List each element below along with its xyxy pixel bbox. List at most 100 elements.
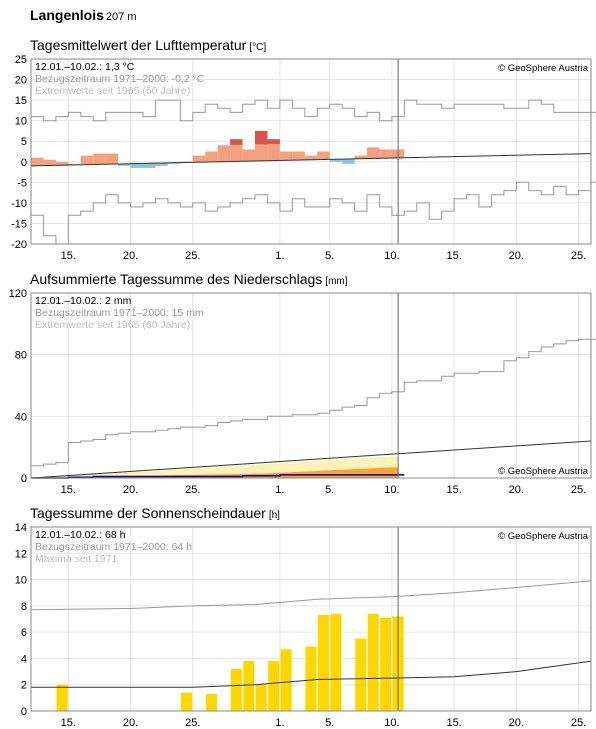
info-period-value: 12.01.–10.02.: 1,3 °C — [35, 61, 135, 73]
warm-anomaly-bar — [292, 151, 305, 160]
info-extremes-note: Extremwerte seit 1965 (60 Jahre) — [35, 85, 190, 97]
panel-title-sunshine: Tagessumme der Sonnenscheindauer [h] — [30, 505, 280, 521]
warm-anomaly-bar — [55, 161, 69, 166]
y-tick-label: 20 — [15, 75, 27, 87]
y-tick-label: 15 — [15, 95, 27, 107]
y-tick-label: 0 — [21, 473, 27, 485]
x-tick-label: 25. — [571, 484, 586, 496]
y-tick-label: 4 — [21, 653, 27, 665]
sunshine-bar — [56, 684, 68, 711]
info-reference-value: Bezugszeitraum 1971–2000: 15 mm — [35, 307, 204, 319]
x-tick-label: 15. — [446, 250, 461, 262]
info-period-value: 12.01.–10.02.: 2 mm — [35, 295, 132, 307]
sunshine-bars — [56, 613, 404, 711]
sunshine-bar — [243, 661, 255, 711]
temperature-title: Tagesmittelwert der Lufttemperatur — [30, 37, 247, 53]
station-header: Langenlois 207 m — [30, 7, 136, 23]
x-tick-label: 25. — [185, 484, 200, 496]
y-tick-label: 0 — [21, 706, 27, 718]
x-tick-label: 5. — [325, 717, 334, 729]
warm-anomaly-bar — [43, 159, 56, 166]
sunshine-bar — [367, 613, 379, 711]
copyright-credit: © GeoSphere Austria — [498, 466, 589, 477]
x-tick-label: 25. — [185, 717, 200, 729]
warm-anomaly-bar — [105, 153, 119, 165]
y-tick-label: -15 — [11, 218, 27, 230]
cold-anomaly-bar — [329, 159, 343, 162]
x-tick-label: 20. — [123, 717, 138, 729]
x-tick-label: 10. — [384, 717, 399, 729]
y-tick-label: 14 — [15, 522, 27, 534]
plot-frame — [30, 292, 592, 479]
x-tick-label: 20. — [509, 484, 524, 496]
y-tick-label: 6 — [21, 627, 27, 639]
max-extreme-line — [31, 99, 596, 122]
x-tick-label: 5. — [325, 484, 334, 496]
panel-title-temperature: Tagesmittelwert der Lufttemperatur [°C] — [30, 37, 266, 53]
y-tick-label: 8 — [21, 601, 27, 613]
x-tick-label: 15. — [61, 717, 76, 729]
x-tick-label: 25. — [571, 717, 586, 729]
info-period-value: 12.01.–10.02.: 68 h — [35, 529, 126, 541]
y-tick-label: 25 — [15, 54, 27, 66]
station-altitude: 207 m — [105, 11, 137, 23]
cold-anomaly-bar — [167, 162, 181, 164]
reference-line — [30, 153, 592, 167]
warm-anomaly-bar — [230, 144, 243, 162]
sunshine-bar — [380, 617, 392, 711]
panel-title-precipitation: Aufsummierte Tagessumme des Niederschlag… — [30, 271, 348, 287]
info-reference-value: Bezugszeitraum 1971–2000: -0,2 °C — [35, 73, 205, 85]
info-extremes-note: Maxima seit 1971 — [35, 553, 117, 565]
x-tick-label: 20. — [123, 250, 138, 262]
x-tick-label: 15. — [446, 717, 461, 729]
y-tick-label: -20 — [11, 239, 27, 251]
sunshine-bar — [305, 646, 317, 711]
warm-anomaly-bar — [217, 145, 231, 162]
cold-anomaly-bar — [118, 163, 131, 166]
x-tick-label: 25. — [185, 250, 200, 262]
sunshine-bar — [230, 668, 242, 711]
y-tick-label: 10 — [15, 116, 27, 128]
y-tick-label: 5 — [21, 136, 27, 148]
max-extreme-line — [30, 580, 592, 611]
warm-anomaly-bar — [379, 149, 392, 159]
strong-warm-anomaly-bar — [255, 130, 268, 145]
copyright-credit: © GeoSphere Austria — [498, 531, 589, 542]
warm-anomaly-bar — [367, 147, 380, 159]
x-tick-label: 20. — [123, 484, 138, 496]
sunshine-title: Tagessumme der Sonnenscheindauer — [30, 505, 266, 521]
x-tick-label: 20. — [509, 250, 524, 262]
y-tick-label: 2 — [21, 680, 27, 692]
sunshine-bar — [181, 692, 193, 711]
x-tick-label: 1. — [275, 250, 284, 262]
x-tick-label: 5. — [325, 250, 334, 262]
x-tick-label: 25. — [571, 250, 586, 262]
sunshine-bar — [317, 615, 329, 711]
min-extreme-line — [31, 181, 596, 245]
warm-anomaly-bar — [317, 151, 330, 160]
y-tick-label: 10 — [15, 575, 27, 587]
warm-anomaly-bar — [255, 144, 268, 161]
sunshine-unit: [h] — [268, 510, 280, 521]
temperature-unit: [°C] — [249, 42, 267, 53]
warm-anomaly-bar — [304, 155, 318, 160]
warm-anomaly-bar — [267, 144, 280, 161]
y-tick-label: -10 — [11, 198, 27, 210]
station-name: Langenlois — [30, 7, 104, 23]
x-tick-label: 1. — [275, 484, 284, 496]
sunshine-bar — [255, 684, 267, 711]
cold-anomaly-bar — [155, 163, 168, 166]
sunshine-bar — [330, 613, 342, 711]
y-tick-label: -5 — [17, 177, 27, 189]
sunshine-bar — [280, 649, 292, 711]
sunshine-bar — [268, 661, 280, 711]
x-tick-label: 20. — [509, 717, 524, 729]
warm-anomaly-bar — [279, 151, 293, 161]
y-tick-label: 40 — [15, 411, 27, 423]
warm-anomaly-bar — [354, 155, 367, 159]
warm-anomaly-bar — [205, 151, 218, 162]
precipitation-title: Aufsummierte Tagessumme des Niederschlag… — [30, 271, 323, 287]
x-tick-label: 15. — [446, 484, 461, 496]
warm-anomaly-bar — [242, 149, 255, 162]
y-tick-label: 0 — [21, 157, 27, 169]
